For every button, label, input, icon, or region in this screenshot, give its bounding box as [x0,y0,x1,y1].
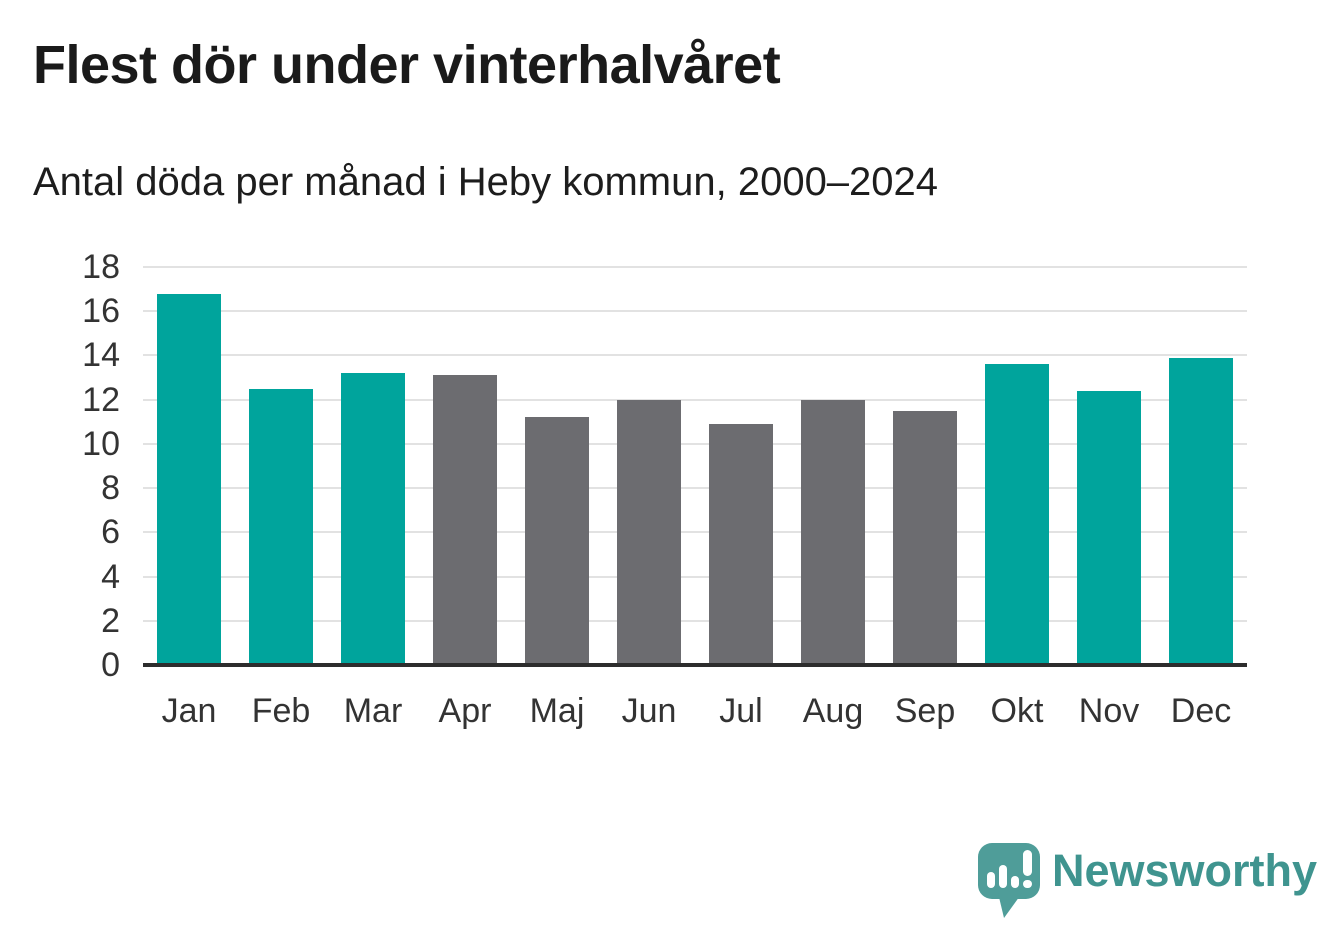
bar-slot-sep [879,267,971,665]
plot-area [143,266,1247,667]
bar-slot-okt [971,267,1063,665]
x-tick-label-mar: Mar [343,692,403,730]
bar-feb [249,388,313,665]
x-tick-label-jul: Jul [719,692,763,730]
y-tick-label-10: 10 [82,424,120,463]
bar-slot-jun [603,267,695,665]
bar-okt [985,364,1049,665]
bar-mar [341,373,405,665]
x-tick-label-jun: Jun [621,692,677,730]
gridline-14 [143,354,1247,357]
x-tick-label-okt: Okt [990,692,1044,730]
y-tick-label-18: 18 [82,248,120,286]
bar-slot-jul [695,267,787,665]
y-tick-label-2: 2 [101,601,120,640]
x-tick-label-jan: Jan [161,692,217,730]
newsworthy-logo: Newsworthy [978,843,1317,919]
bar-jul [709,424,773,665]
bar-sep [893,410,957,665]
y-tick-label-8: 8 [101,469,120,508]
newsworthy-bubble-chart-icon [978,843,1040,918]
x-tick-label-apr: Apr [438,692,492,730]
bar-slot-dec [1155,267,1247,665]
x-tick-label-maj: Maj [529,692,585,730]
bar-slot-feb [235,267,327,665]
page-title: Flest dör under vinterhalvåret [33,35,781,95]
x-tick-label-dec: Dec [1170,692,1232,730]
chart-subtitle: Antal döda per månad i Heby kommun, 2000… [33,160,939,204]
x-tick-label-aug: Aug [802,692,864,730]
bar-apr [433,375,497,665]
x-tick-label-feb: Feb [251,692,311,730]
bar-slot-mar [327,267,419,665]
x-axis-line [143,663,1247,667]
gridline-6 [143,531,1247,534]
y-tick-label-4: 4 [101,557,120,596]
x-tick-label-nov: Nov [1078,692,1140,730]
bar-slot-aug [787,267,879,665]
gridline-8 [143,487,1247,490]
bar-aug [801,399,865,665]
bar-slot-jan [143,267,235,665]
bar-slot-apr [419,267,511,665]
y-tick-label-16: 16 [82,292,120,331]
gridline-16 [143,310,1247,313]
y-tick-label-0: 0 [101,646,120,684]
y-tick-label-12: 12 [82,380,120,419]
gridline-2 [143,619,1247,622]
bar-jan [157,293,221,665]
newsworthy-wordmark: Newsworthy [1052,845,1318,896]
x-axis-labels: Jan Feb Mar Apr Maj Jun Jul Aug Sep Okt Nov Dec [143,688,1247,734]
x-tick-label-sep: Sep [894,692,956,730]
y-tick-label-14: 14 [82,336,120,375]
gridline-10 [143,442,1247,445]
bar-maj [525,417,589,665]
bar-nov [1077,390,1141,665]
y-tick-label-6: 6 [101,513,120,552]
bar-slot-nov [1063,267,1155,665]
gridline-12 [143,398,1247,401]
bar-jun [617,399,681,665]
y-axis-labels: 0 2 4 6 8 10 12 14 16 18 [0,248,120,684]
bar-slot-maj [511,267,603,665]
gridline-4 [143,575,1247,578]
bar-dec [1169,357,1233,665]
gridline-18 [143,266,1247,268]
